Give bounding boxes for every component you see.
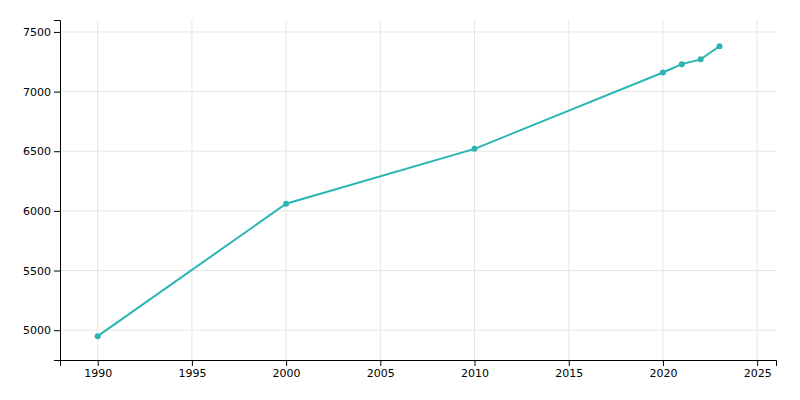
y-tick-label: 5000 bbox=[23, 324, 51, 337]
x-tick-label: 2000 bbox=[273, 367, 301, 380]
y-tick-mark bbox=[54, 271, 60, 272]
point bbox=[95, 333, 101, 339]
x-tick: 2005 bbox=[367, 360, 395, 380]
grid-line-x bbox=[191, 20, 192, 360]
x-tick: 1995 bbox=[178, 360, 206, 380]
y-tick-mark bbox=[54, 92, 60, 93]
x-tick-label: 2025 bbox=[744, 367, 772, 380]
x-tick-mark bbox=[569, 360, 570, 366]
x-tick-mark bbox=[663, 360, 664, 366]
x-tick: 2025 bbox=[744, 360, 772, 380]
y-tick-mark bbox=[54, 330, 60, 331]
grid-line-x bbox=[568, 20, 569, 360]
x-tick: 2020 bbox=[649, 360, 677, 380]
grid-line-x bbox=[380, 20, 381, 360]
x-tick-mark bbox=[757, 360, 758, 366]
y-tick-label: 6500 bbox=[23, 145, 51, 158]
x-tick-label: 2015 bbox=[555, 367, 583, 380]
x-tick: 1990 bbox=[84, 360, 112, 380]
plot-area bbox=[95, 43, 723, 339]
y-tick-mark bbox=[54, 211, 60, 212]
grid-line-y bbox=[60, 210, 776, 211]
point bbox=[679, 61, 685, 67]
y-tick: 7000 bbox=[23, 86, 60, 99]
y-tick: 6500 bbox=[23, 145, 60, 158]
x-tick-mark bbox=[98, 360, 99, 366]
y-tick-label: 7500 bbox=[23, 26, 51, 39]
grid-line-x bbox=[474, 20, 475, 360]
point bbox=[716, 43, 722, 49]
x-tick: 2000 bbox=[273, 360, 301, 380]
grid-line-y bbox=[60, 330, 776, 331]
grid-line-x bbox=[97, 20, 98, 360]
x-tick-mark bbox=[192, 360, 193, 366]
y-tick: 5500 bbox=[23, 265, 60, 278]
grid-line-y bbox=[60, 31, 776, 32]
x-axis-line bbox=[61, 361, 777, 367]
y-tick: 5000 bbox=[23, 324, 60, 337]
x-tick-label: 1995 bbox=[178, 367, 206, 380]
grid-line-y bbox=[60, 270, 776, 271]
x-tick-label: 2020 bbox=[649, 367, 677, 380]
y-tick: 7500 bbox=[23, 26, 60, 39]
y-tick-label: 7000 bbox=[23, 86, 51, 99]
y-tick-mark bbox=[54, 151, 60, 152]
x-tick-label: 1990 bbox=[84, 367, 112, 380]
x-tick-label: 2005 bbox=[367, 367, 395, 380]
point bbox=[698, 56, 704, 62]
y-axis-line bbox=[54, 21, 61, 361]
x-axis: 1990 1995 2000 2005 2010 2015 2020 2025 bbox=[61, 360, 777, 380]
x-tick-mark bbox=[475, 360, 476, 366]
point bbox=[660, 69, 666, 75]
point bbox=[283, 201, 289, 207]
y-tick-label: 5500 bbox=[23, 265, 51, 278]
grid-line-x bbox=[286, 20, 287, 360]
line bbox=[98, 46, 720, 336]
x-tick-label: 2010 bbox=[461, 367, 489, 380]
y-axis: 5000 5500 6000 6500 7000 7500 bbox=[23, 21, 61, 361]
x-tick-mark bbox=[286, 360, 287, 366]
grid bbox=[60, 20, 776, 360]
point bbox=[472, 146, 478, 152]
x-tick: 2010 bbox=[461, 360, 489, 380]
chart: 1990 1995 2000 2005 2010 2015 2020 2025 5000 5500… bbox=[0, 0, 800, 400]
y-tick-mark bbox=[54, 32, 60, 33]
chart-container: 1990 1995 2000 2005 2010 2015 2020 2025 5000 5500… bbox=[0, 0, 800, 400]
grid-line-y bbox=[60, 91, 776, 92]
y-tick: 6000 bbox=[23, 205, 60, 218]
x-tick: 2015 bbox=[555, 360, 583, 380]
grid-line-y bbox=[60, 151, 776, 152]
grid-line-x bbox=[757, 20, 758, 360]
y-tick-label: 6000 bbox=[23, 205, 51, 218]
x-tick-mark bbox=[380, 360, 381, 366]
